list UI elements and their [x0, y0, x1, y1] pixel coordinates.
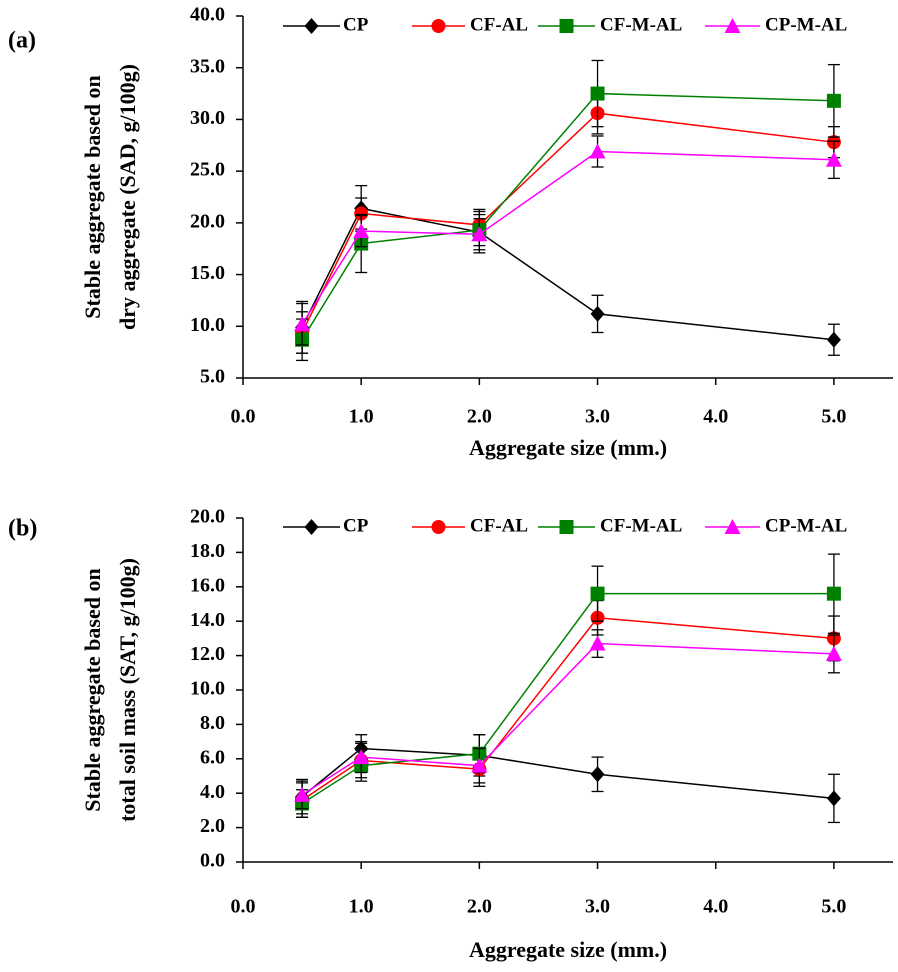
y-tick-label: 8.0: [200, 712, 225, 734]
x-tick-label: 2.0: [467, 406, 492, 428]
legend-marker: [431, 19, 446, 33]
x-tick-label: 4.0: [703, 896, 728, 918]
marker: [353, 749, 370, 765]
panel-label: (a): [8, 28, 36, 54]
legend-label: CP: [343, 515, 369, 536]
y-tick-label: 6.0: [200, 746, 225, 768]
legend-label: CF-AL: [470, 515, 528, 536]
marker: [589, 143, 606, 159]
legend-marker: [724, 18, 741, 33]
marker: [590, 586, 605, 601]
marker: [825, 645, 842, 661]
y-axis-title: dry aggregate (SAD, g/100g): [115, 64, 140, 330]
y-tick-label: 2.0: [200, 815, 225, 837]
x-tick-label: 1.0: [349, 406, 374, 428]
x-tick-label: 0.0: [231, 406, 256, 428]
marker: [826, 93, 841, 108]
panel-label: (b): [8, 516, 37, 542]
marker: [589, 635, 606, 651]
x-axis-title: Aggregate size (mm.): [469, 435, 667, 460]
marker: [354, 206, 369, 221]
y-tick-label: 40.0: [190, 4, 225, 26]
marker: [826, 790, 841, 807]
marker: [590, 305, 605, 322]
legend-label: CP-M-AL: [765, 14, 847, 35]
series-line: [301, 747, 834, 800]
legend-marker: [431, 520, 446, 534]
x-tick-label: 3.0: [585, 406, 610, 428]
legend-label: CP: [343, 14, 369, 35]
y-tick-label: 12.0: [190, 643, 225, 665]
x-tick-label: 1.0: [349, 896, 374, 918]
marker: [590, 766, 605, 783]
x-tick-label: 5.0: [821, 896, 846, 918]
y-tick-label: 10.0: [190, 678, 225, 700]
marker: [826, 586, 841, 601]
y-axis-title: total soil mass (SAT, g/100g): [115, 558, 140, 822]
x-tick-label: 2.0: [467, 896, 492, 918]
y-tick-label: 14.0: [190, 609, 225, 631]
legend-label: CF-M-AL: [600, 14, 682, 35]
legend-marker: [559, 520, 574, 534]
x-tick-label: 5.0: [821, 406, 846, 428]
y-tick-label: 35.0: [190, 55, 225, 77]
y-axis-title: Stable aggregate based on: [80, 75, 105, 318]
legend-marker: [304, 18, 319, 34]
legend-label: CF-AL: [470, 14, 528, 35]
y-tick-label: 25.0: [190, 159, 225, 181]
marker: [825, 151, 842, 167]
legend-marker: [304, 519, 319, 535]
y-tick-label: 20.0: [190, 210, 225, 232]
marker: [471, 226, 488, 242]
y-tick-label: 15.0: [190, 262, 225, 284]
marker: [353, 223, 370, 239]
x-axis-title: Aggregate size (mm.): [469, 937, 667, 962]
series-line: [301, 616, 834, 801]
legend-label: CF-M-AL: [600, 515, 682, 536]
marker: [294, 786, 311, 802]
x-tick-label: 3.0: [585, 896, 610, 918]
series-line: [301, 642, 834, 796]
legend-marker: [559, 19, 574, 33]
legend-label: CP-M-AL: [765, 515, 847, 536]
x-tick-label: 4.0: [703, 406, 728, 428]
series-line: [301, 92, 834, 341]
y-tick-label: 20.0: [190, 506, 225, 528]
marker: [826, 331, 841, 348]
series-line: [301, 112, 835, 333]
marker: [471, 757, 488, 773]
y-axis-title: Stable aggregate based on: [80, 568, 105, 811]
y-tick-label: 4.0: [200, 781, 225, 803]
series-line: [301, 592, 834, 805]
y-tick-label: 10.0: [190, 314, 225, 336]
series-line: [301, 207, 834, 341]
y-tick-label: 18.0: [190, 540, 225, 562]
marker: [294, 316, 311, 332]
y-tick-label: 5.0: [200, 366, 225, 388]
y-tick-label: 0.0: [200, 850, 225, 872]
y-tick-label: 16.0: [190, 574, 225, 596]
marker: [590, 86, 605, 101]
x-tick-label: 0.0: [231, 896, 256, 918]
series-line: [301, 150, 834, 325]
legend-marker: [724, 519, 741, 534]
y-tick-label: 30.0: [190, 107, 225, 129]
